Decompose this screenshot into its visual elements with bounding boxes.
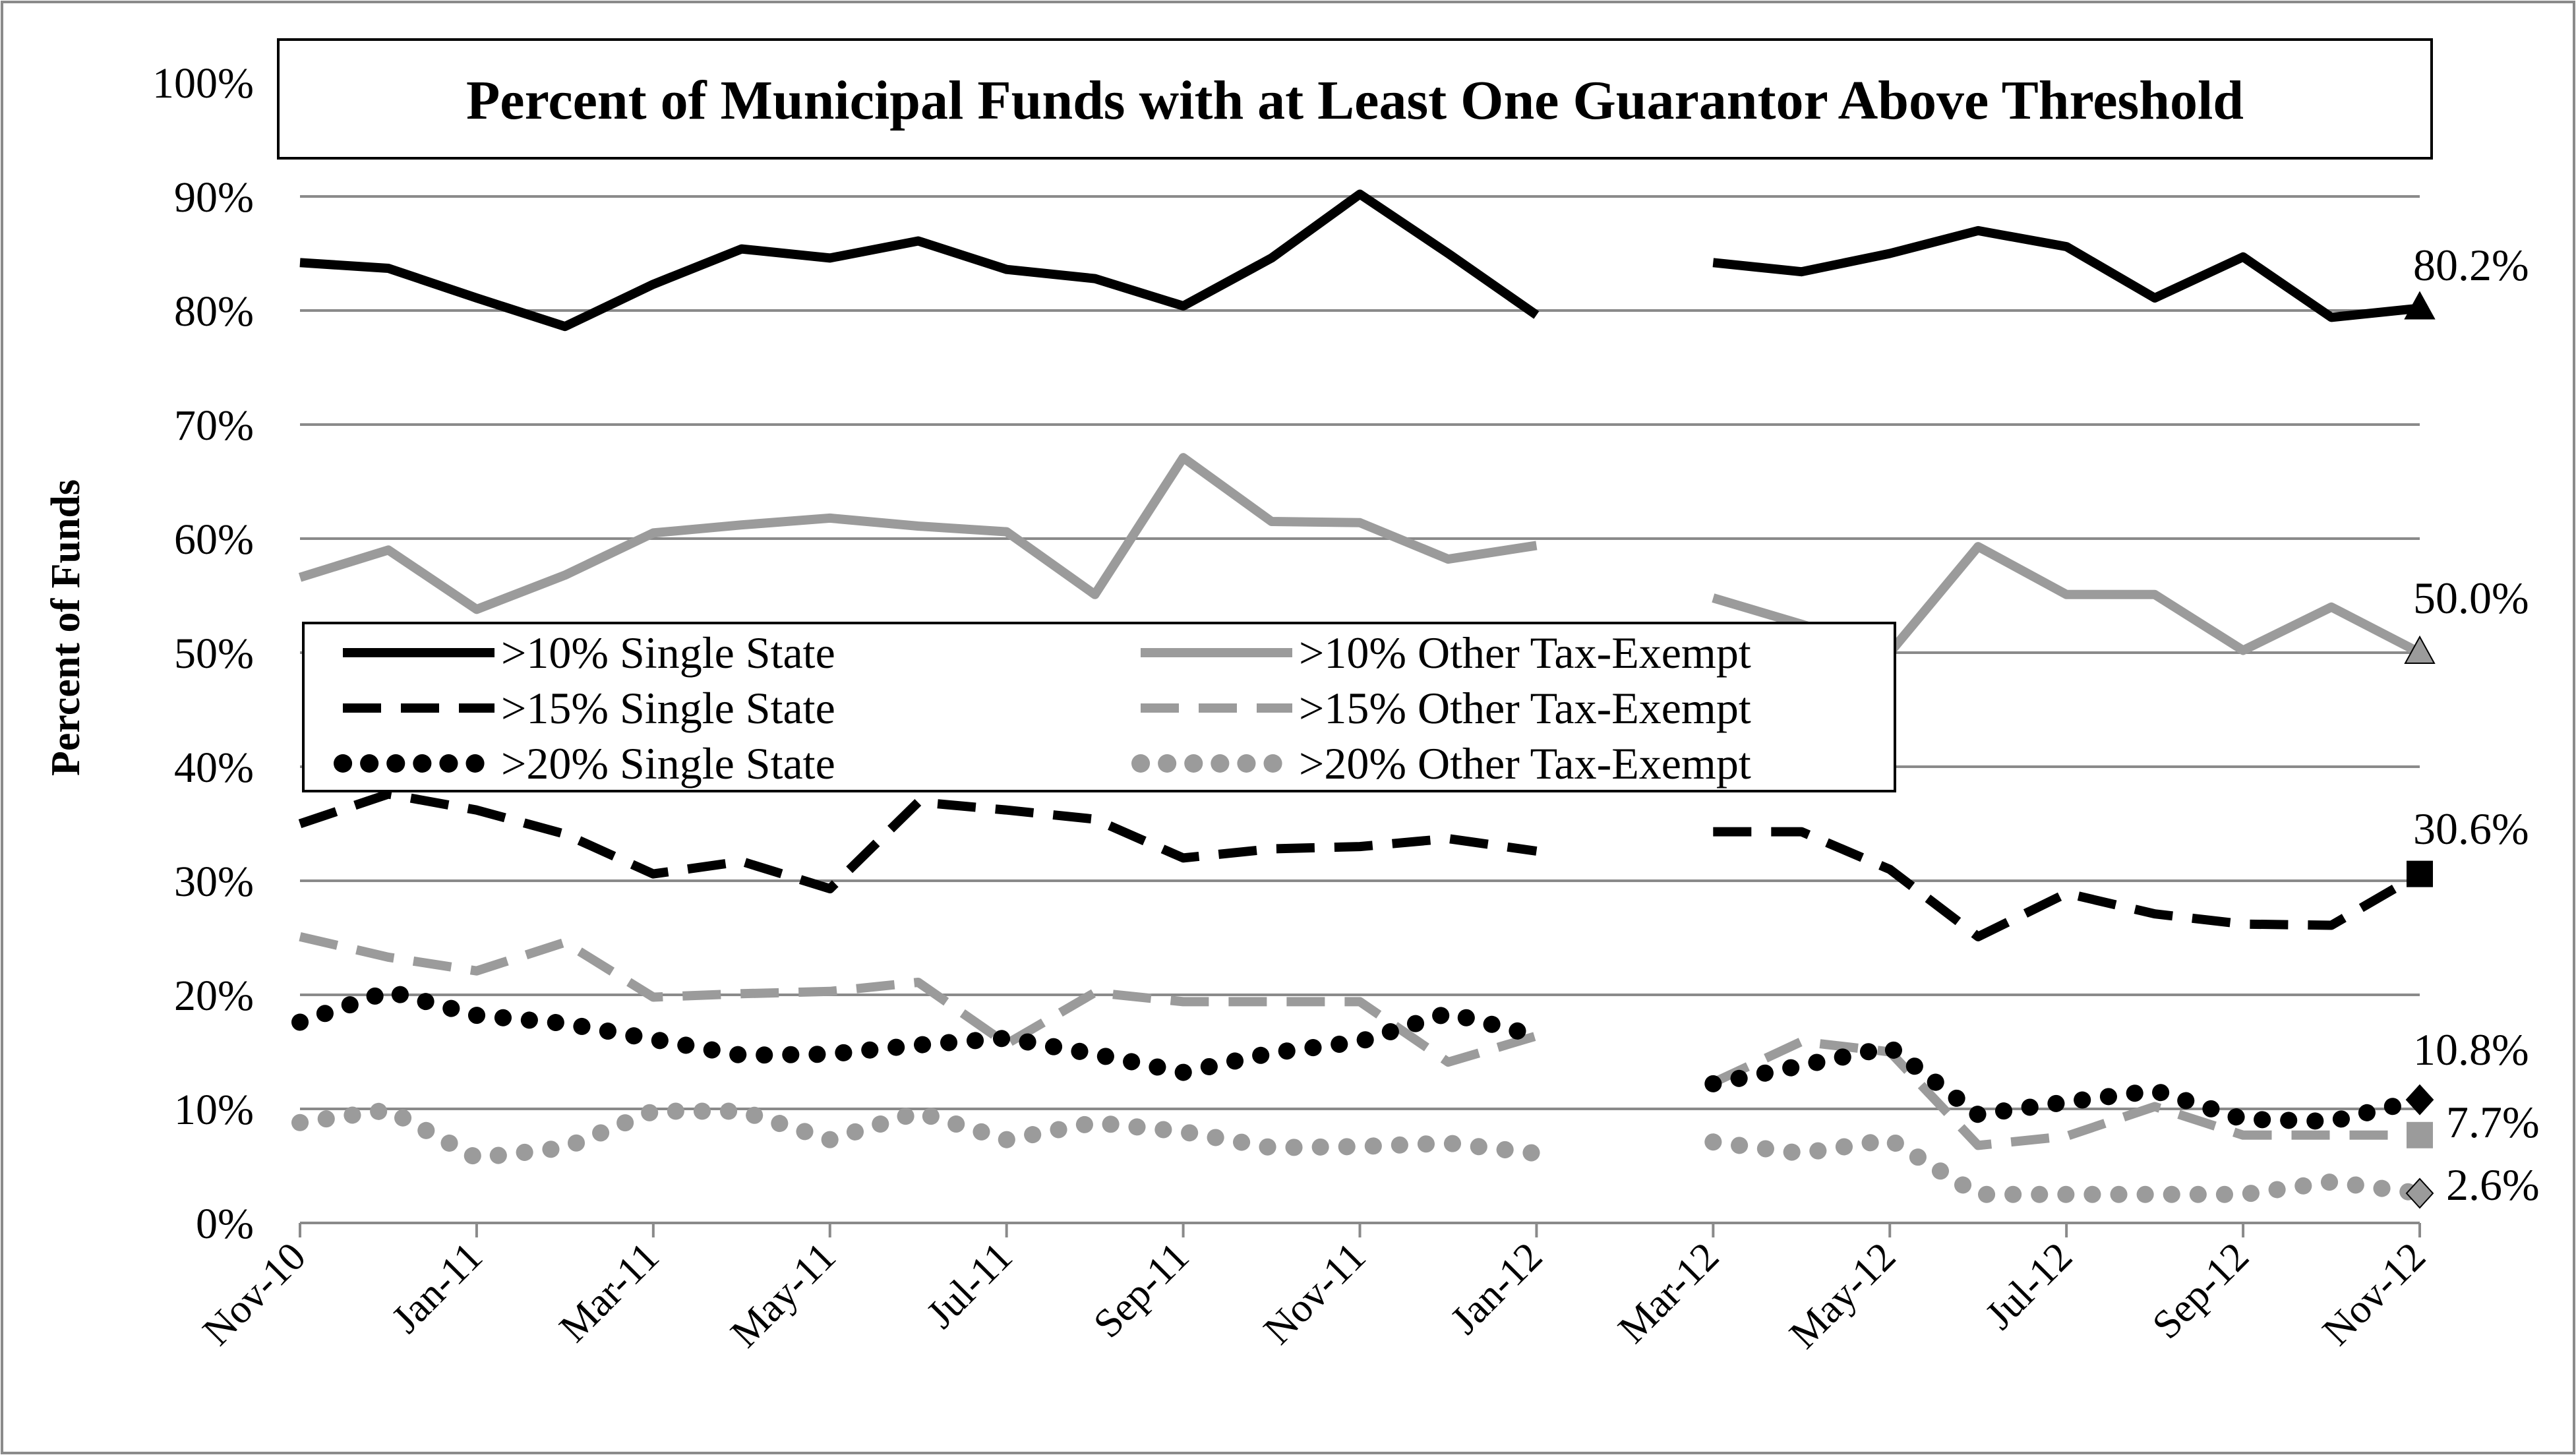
series-line bbox=[1713, 827, 2422, 941]
end-label: 30.6% bbox=[2413, 804, 2529, 854]
legend-label-10pct-single-state: >10% Single State bbox=[501, 628, 835, 678]
series-line bbox=[291, 982, 1545, 1081]
series-line bbox=[1712, 225, 2420, 322]
y-tick-label: 30% bbox=[174, 858, 254, 906]
series-15pct-single-state bbox=[298, 789, 2433, 941]
y-tick-label: 10% bbox=[174, 1086, 254, 1134]
end-marker-square bbox=[2407, 1121, 2433, 1148]
end-label: 7.7% bbox=[2446, 1097, 2540, 1147]
series-20pct-single-state bbox=[291, 982, 2434, 1130]
end-labels: 80.2% 50.0% 30.6% 7.7% 10.8% 2.6% bbox=[2413, 240, 2540, 1210]
legend: >10% Single State>15% Single State>20% S… bbox=[302, 622, 1896, 792]
y-axis-label: Percent of Funds bbox=[44, 479, 88, 776]
legend-label-20pct-single-state: >20% Single State bbox=[501, 738, 835, 788]
y-tick-label: 90% bbox=[174, 173, 254, 222]
series-20pct-other-tax-exempt bbox=[291, 1101, 2434, 1209]
end-label: 80.2% bbox=[2413, 240, 2529, 290]
end-label: 50.0% bbox=[2413, 573, 2529, 623]
y-tick-label: 70% bbox=[174, 401, 254, 450]
y-tick-label: 0% bbox=[196, 1200, 254, 1248]
y-tick-label: 100% bbox=[152, 59, 254, 107]
end-marker-triangle bbox=[2404, 635, 2436, 664]
title-box: Percent of Municipal Funds with at Least… bbox=[277, 38, 2433, 160]
series-group bbox=[291, 189, 2436, 1209]
series-15pct-other-tax-exempt bbox=[299, 932, 2433, 1150]
series-line bbox=[291, 1101, 1545, 1167]
title-frame bbox=[277, 38, 2433, 160]
legend-frame bbox=[302, 622, 1896, 792]
series-line bbox=[1704, 1131, 2428, 1203]
y-tick-label: 40% bbox=[174, 744, 254, 792]
legend-label-20pct-other-tax-exempt: >20% Other Tax-Exempt bbox=[1299, 738, 1751, 788]
series-10pct-single-state bbox=[299, 189, 2436, 332]
end-marker-triangle bbox=[2404, 291, 2436, 320]
series-line bbox=[298, 453, 1538, 614]
end-marker-diamond bbox=[2405, 1177, 2434, 1209]
chart-title: Percent of Municipal Funds with at Least… bbox=[466, 70, 2244, 131]
y-tick-label: 20% bbox=[174, 972, 254, 1020]
y-tick-label: 80% bbox=[174, 287, 254, 336]
y-axis-ticks: 0% 10% 20% 30% 40% 50% 60% 70% 80% 90% 100% bbox=[152, 59, 254, 1248]
series-line bbox=[299, 932, 1538, 1067]
y-tick-label: 60% bbox=[174, 516, 254, 564]
series-line bbox=[1711, 1036, 2420, 1150]
y-tick-label: 50% bbox=[174, 630, 254, 678]
series-line bbox=[299, 189, 1540, 332]
end-label: 2.6% bbox=[2446, 1160, 2540, 1210]
legend-label-10pct-other-tax-exempt: >10% Other Tax-Exempt bbox=[1299, 628, 1751, 678]
end-label: 10.8% bbox=[2413, 1024, 2529, 1075]
end-marker-square bbox=[2407, 860, 2433, 887]
end-marker-diamond bbox=[2405, 1084, 2434, 1115]
legend-label-15pct-other-tax-exempt: >15% Other Tax-Exempt bbox=[1299, 683, 1751, 733]
legend-label-15pct-single-state: >15% Single State bbox=[501, 683, 835, 733]
